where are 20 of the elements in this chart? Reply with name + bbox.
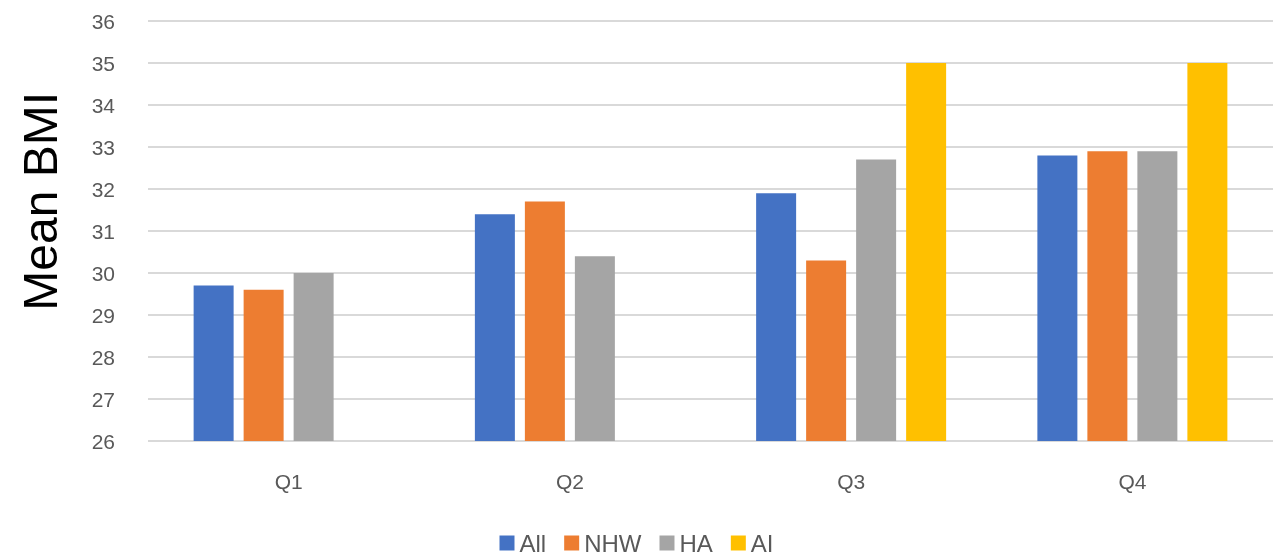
y-tick-label: 29 (91, 303, 115, 327)
y-tick-label: 28 (91, 345, 115, 369)
y-axis-title: Mean BMI (13, 91, 67, 311)
x-tick-label: Q3 (837, 470, 866, 493)
legend-label: All (519, 529, 547, 557)
y-tick-label: 26 (91, 429, 115, 453)
y-tick-label: 35 (91, 51, 115, 75)
y-tick-label: 33 (91, 135, 115, 159)
legend-label: NHW (584, 529, 642, 557)
legend-label: AI (750, 529, 774, 557)
legend-label: HA (679, 529, 713, 557)
y-tick-label: 27 (91, 387, 115, 411)
x-tick-label: Q1 (274, 470, 303, 493)
x-tick-label: Q4 (1118, 470, 1147, 493)
y-tick-label: 30 (91, 261, 115, 285)
y-tick-label: 32 (91, 177, 115, 201)
y-tick-label: 34 (91, 93, 116, 117)
y-tick-label: 31 (91, 219, 115, 243)
x-tick-label: Q2 (555, 470, 584, 493)
y-tick-label: 36 (91, 9, 115, 33)
